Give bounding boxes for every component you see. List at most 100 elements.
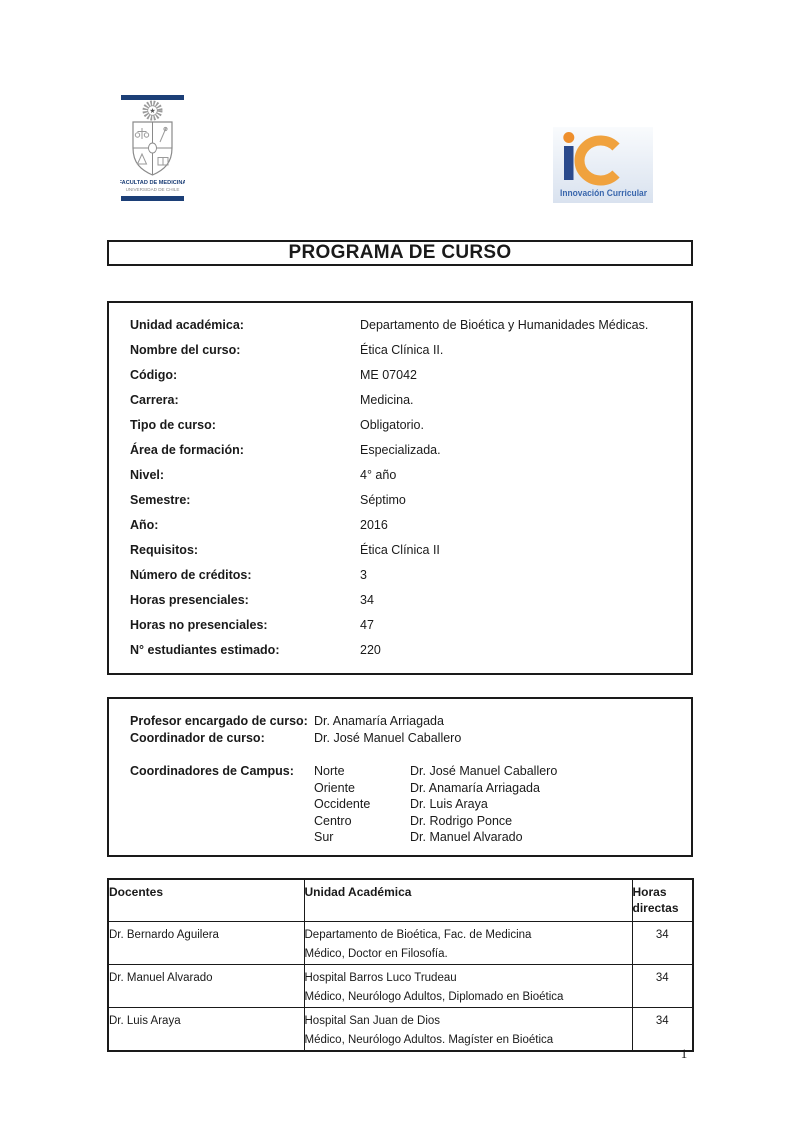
info-label: Tipo de curso: [130,418,216,432]
campus-coordinator: Dr. José Manuel Caballero [410,764,558,778]
info-row: Código: ME 07042 [109,367,691,392]
info-row: Nivel: 4° año [109,467,691,492]
info-label: Horas no presenciales: [130,618,268,632]
info-value: Especializada. [360,443,441,457]
info-row: Carrera: Medicina. [109,392,691,417]
info-value: 2016 [360,518,388,532]
info-label: Número de créditos: [130,568,252,582]
info-label: Horas presenciales: [130,593,249,607]
staff-label: Profesor encargado de curso: [130,714,308,728]
campus-name: Oriente [314,780,355,795]
header-unidad-academica: Unidad Académica [303,878,633,922]
docente-cell: Dr. Luis Araya [107,1007,305,1052]
ic-caption: Innovación Curricular [560,188,647,199]
info-value: 47 [360,618,374,632]
ic-logo-icon: Innovación Curricular [553,127,653,203]
staff-label: Coordinador de curso: [130,730,265,745]
campus-coordinator: Dr. Anamaría Arriagada [410,780,540,795]
staff-box: Profesor encargado de curso: Dr. Anamarí… [107,697,693,857]
staff-value: Dr. José Manuel Caballero [314,730,462,745]
info-label: Nivel: [130,468,165,482]
crest-line1: FACULTAD DE MEDICINA [120,180,185,186]
info-value: 4° año [360,468,397,482]
campus-coordinator: Dr. Rodrigo Ponce [410,813,513,828]
info-row: Unidad académica: Departamento de Bioétic… [109,317,691,342]
campus-list: Norte Dr. José Manuel Caballero Oriente Dr… [314,763,557,846]
course-info-box: Unidad académica: Departamento de Bioétic… [107,301,693,675]
unidad-cell: Departamento de Bioética, Fac. de Medici… [303,921,633,965]
info-value: 3 [360,568,367,582]
info-row: Semestre: Séptimo [109,492,691,517]
table-row: Dr. Luis Araya Hospital San Juan de Dios… [107,1007,694,1052]
info-value: Séptimo [360,493,406,507]
info-row: Nombre del curso: Ética Clínica II. [109,342,691,367]
campus-name: Centro [314,813,352,828]
staff-value: Dr. Anamaría Arriagada [314,714,444,728]
docente-cell: Dr. Bernardo Aguilera [107,921,305,965]
info-label: N° estudiantes estimado: [130,643,280,657]
docentes-table: Docentes Unidad Académica Horas directas… [107,878,694,1052]
campus-row: Oriente Dr. Anamaría Arriagada [314,780,557,797]
info-row: Requisitos: Ética Clínica II [109,542,691,567]
horas-cell: 34 [631,964,694,1008]
header-horas-directas: Horas directas [631,878,694,922]
campus-coordinator: Dr. Manuel Alvarado [410,830,523,844]
info-value: Ética Clínica II. [360,343,444,357]
info-label: Carrera: [130,393,179,407]
info-label: Nombre del curso: [130,343,241,357]
unidad-line2: Médico, Neurólogo Adultos. Magíster en B… [304,1034,554,1046]
horas-cell: 34 [631,921,694,965]
info-value: Ética Clínica II [360,543,440,557]
info-label: Año: [130,518,159,532]
campus-coordinator: Dr. Luis Araya [410,797,488,811]
table-row: Dr. Bernardo Aguilera Departamento de Bi… [107,921,694,965]
table-header-row: Docentes Unidad Académica Horas directas [107,878,694,922]
info-value: Medicina. [360,393,414,407]
info-value: 220 [360,643,381,657]
university-crest-icon: ★ FACULTAD DE MEDICINA UNIVERSIDAD DE CH… [119,95,186,201]
title-box: PROGRAMA DE CURSO [107,240,693,266]
info-row: Horas no presenciales: 47 [109,617,691,642]
unidad-line2: Médico, Doctor en Filosofía. [304,948,448,960]
facultad-medicina-logo: ★ FACULTAD DE MEDICINA UNIVERSIDAD DE CH… [119,95,186,201]
info-value: ME 07042 [360,368,417,382]
staff-row: Coordinador de curso: Dr. José Manuel Ca… [109,730,691,747]
crest-line2: UNIVERSIDAD DE CHILE [126,187,180,192]
svg-text:★: ★ [149,107,155,115]
header-docentes: Docentes [107,878,305,922]
info-value: 34 [360,593,374,607]
campus-name: Norte [314,764,345,778]
info-label: Requisitos: [130,543,199,557]
info-label: Código: [130,368,178,382]
unidad-cell: Hospital Barros Luco Trudeau Médico, Neu… [303,964,633,1008]
docente-cell: Dr. Manuel Alvarado [107,964,305,1008]
info-label: Área de formación: [130,443,244,457]
campus-coordinators-block: Coordinadores de Campus: Norte Dr. José M… [109,763,691,846]
info-label: Semestre: [130,493,191,507]
page-number: 1 [680,1046,688,1061]
unidad-line2: Médico, Neurólogo Adultos, Diplomado en … [304,991,564,1003]
campus-name: Sur [314,830,334,844]
info-value: Departamento de Bioética y Humanidades M… [360,318,649,332]
horas-cell: 34 [631,1007,694,1052]
info-row: Horas presenciales: 34 [109,592,691,617]
campus-row: Occidente Dr. Luis Araya [314,796,557,813]
campus-name: Occidente [314,797,371,811]
campus-label: Coordinadores de Campus: [130,764,294,778]
unidad-line1: Hospital Barros Luco Trudeau [304,972,457,984]
unidad-cell: Hospital San Juan de Dios Médico, Neuról… [303,1007,633,1052]
unidad-line1: Departamento de Bioética, Fac. de Medici… [304,929,532,941]
page-title: PROGRAMA DE CURSO [288,242,512,263]
campus-row: Sur Dr. Manuel Alvarado [314,829,557,846]
campus-row: Norte Dr. José Manuel Caballero [314,763,557,780]
info-row: N° estudiantes estimado: 220 [109,642,691,667]
info-row: Tipo de curso: Obligatorio. [109,417,691,442]
campus-row: Centro Dr. Rodrigo Ponce [314,813,557,830]
info-row: Año: 2016 [109,517,691,542]
unidad-line1: Hospital San Juan de Dios [304,1015,441,1027]
info-label: Unidad académica: [130,318,244,332]
info-row: Área de formación: Especializada. [109,442,691,467]
staff-row: Profesor encargado de curso: Dr. Anamarí… [109,713,691,730]
table-row: Dr. Manuel Alvarado Hospital Barros Luco… [107,964,694,1008]
